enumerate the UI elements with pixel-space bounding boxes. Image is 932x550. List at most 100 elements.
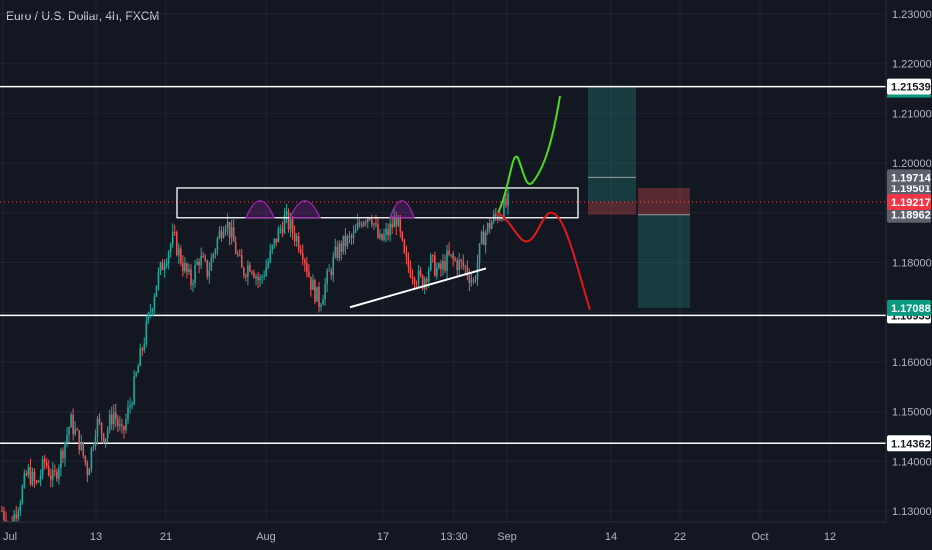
candle-body (234, 241, 237, 254)
candle-body (358, 222, 361, 225)
candle-body (104, 438, 107, 443)
candle-body (366, 217, 369, 223)
candle-body (482, 231, 485, 245)
candle-body (29, 467, 32, 485)
candle-body (293, 232, 296, 242)
time-axis-bg (0, 522, 886, 550)
price-tick-label: 1.14000 (892, 456, 932, 468)
candle-body (464, 266, 467, 268)
candle-body (112, 412, 115, 425)
resistance-arc[interactable] (245, 200, 275, 219)
candle-body (265, 267, 267, 276)
candle-body (474, 279, 477, 281)
candle-body (338, 243, 341, 259)
candle-body (33, 471, 36, 481)
candle-body (119, 424, 121, 426)
candle-body (401, 231, 404, 240)
candle-body (123, 426, 125, 431)
candle-body (232, 227, 235, 242)
target-marker (887, 94, 931, 98)
candle-body (204, 257, 207, 261)
candle-body (259, 277, 261, 281)
candle-body (247, 265, 249, 277)
candle-body (320, 304, 322, 307)
candle-body (129, 405, 131, 408)
candle-body (330, 270, 333, 276)
candle-body (66, 434, 68, 443)
ascending-trend-line[interactable] (349, 267, 487, 309)
price-tag-bg (887, 206, 931, 223)
candle-body (143, 343, 146, 351)
long-target-zone (588, 86, 636, 203)
candle-body (206, 260, 209, 277)
candle-body (375, 223, 377, 225)
candle-body (391, 223, 393, 228)
candle-body (369, 217, 371, 220)
candle-body (468, 275, 471, 283)
candle-body (108, 414, 111, 430)
resistance-arc[interactable] (389, 200, 415, 219)
candle-body (45, 461, 48, 467)
chart-drawings[interactable] (176, 95, 591, 311)
candle-body (149, 311, 152, 314)
candle-body (356, 222, 359, 230)
price-tick-label: 1.15000 (892, 407, 932, 419)
candle-body (425, 278, 428, 282)
candle-body (84, 455, 87, 463)
bearish-projection-path[interactable] (497, 211, 591, 311)
candle-body (131, 404, 133, 406)
candle-body (283, 215, 286, 234)
price-tag-label: 1.17088 (891, 303, 931, 315)
candle-body (427, 270, 430, 282)
time-tick-label: Aug (256, 531, 276, 543)
candle-body (308, 271, 310, 277)
candle-body (110, 414, 113, 425)
price-tag-label: 1.14362 (891, 438, 931, 450)
candle-body (245, 275, 247, 277)
chart-title: Euro / U.S. Dollar, 4h, FXCM (6, 9, 160, 23)
time-axis[interactable]: Jul 13 21 Aug 17 13:30 Sep 14 22 Oct 12 (0, 521, 886, 550)
candle-body (354, 229, 357, 233)
candle-body (285, 211, 288, 216)
candle-body (383, 234, 385, 240)
candle-body (60, 450, 62, 468)
candle-body (299, 249, 302, 254)
candle-body (324, 284, 326, 300)
price-tag-label: 1.21539 (891, 82, 931, 94)
candle-body (342, 235, 345, 252)
candle-body (405, 252, 408, 258)
candle-body (350, 235, 353, 238)
candle-body (228, 221, 231, 238)
candle-body (287, 211, 290, 230)
candle-body (43, 458, 46, 462)
resistance-arc[interactable] (289, 200, 321, 219)
candle-body (212, 254, 215, 259)
candle-body (395, 217, 398, 227)
candle-body (403, 239, 406, 253)
candle-body (452, 254, 454, 259)
candle-body (436, 267, 438, 276)
candle-body (318, 286, 320, 307)
price-tick-label: 1.22000 (892, 59, 932, 71)
candle-body (289, 219, 292, 230)
candle-body (78, 430, 81, 450)
candle-body (96, 418, 99, 437)
candle-body (389, 223, 391, 236)
candle-body (411, 276, 414, 279)
candle-body (54, 470, 56, 472)
candle-body (155, 285, 158, 297)
resistance-zone-box[interactable] (176, 187, 579, 219)
candle-body (98, 418, 101, 423)
time-tick-label: 13 (90, 531, 102, 543)
bullish-projection-path[interactable] (497, 95, 561, 214)
candle-body (200, 255, 202, 266)
candle-body (281, 228, 284, 234)
candle-body (303, 259, 306, 264)
candle-body (346, 236, 349, 247)
price-tag-bg (887, 299, 931, 316)
candle-body (413, 278, 416, 284)
candle-body (58, 467, 60, 479)
candle-body (198, 261, 200, 266)
price-tick-label: 1.20000 (892, 158, 932, 170)
